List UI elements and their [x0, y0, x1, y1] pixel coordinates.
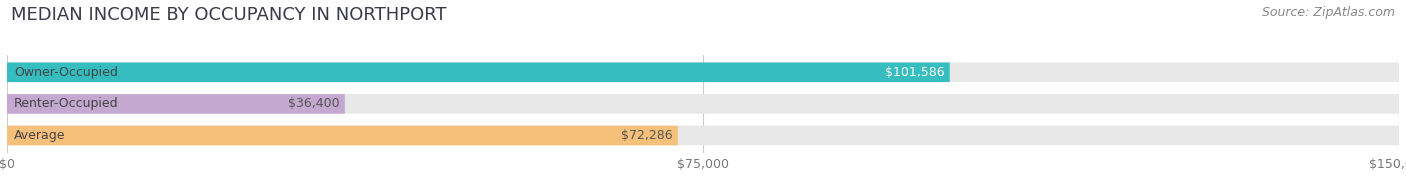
- FancyBboxPatch shape: [7, 63, 1399, 82]
- Text: $101,586: $101,586: [884, 66, 945, 79]
- FancyBboxPatch shape: [7, 63, 949, 82]
- FancyBboxPatch shape: [7, 94, 1399, 114]
- Text: Average: Average: [14, 129, 66, 142]
- FancyBboxPatch shape: [7, 94, 344, 114]
- Text: Renter-Occupied: Renter-Occupied: [14, 97, 118, 110]
- FancyBboxPatch shape: [7, 126, 1399, 145]
- Text: Owner-Occupied: Owner-Occupied: [14, 66, 118, 79]
- Text: $36,400: $36,400: [288, 97, 339, 110]
- Text: Source: ZipAtlas.com: Source: ZipAtlas.com: [1261, 6, 1395, 19]
- Text: $72,286: $72,286: [620, 129, 672, 142]
- Text: MEDIAN INCOME BY OCCUPANCY IN NORTHPORT: MEDIAN INCOME BY OCCUPANCY IN NORTHPORT: [11, 6, 447, 24]
- FancyBboxPatch shape: [7, 126, 678, 145]
